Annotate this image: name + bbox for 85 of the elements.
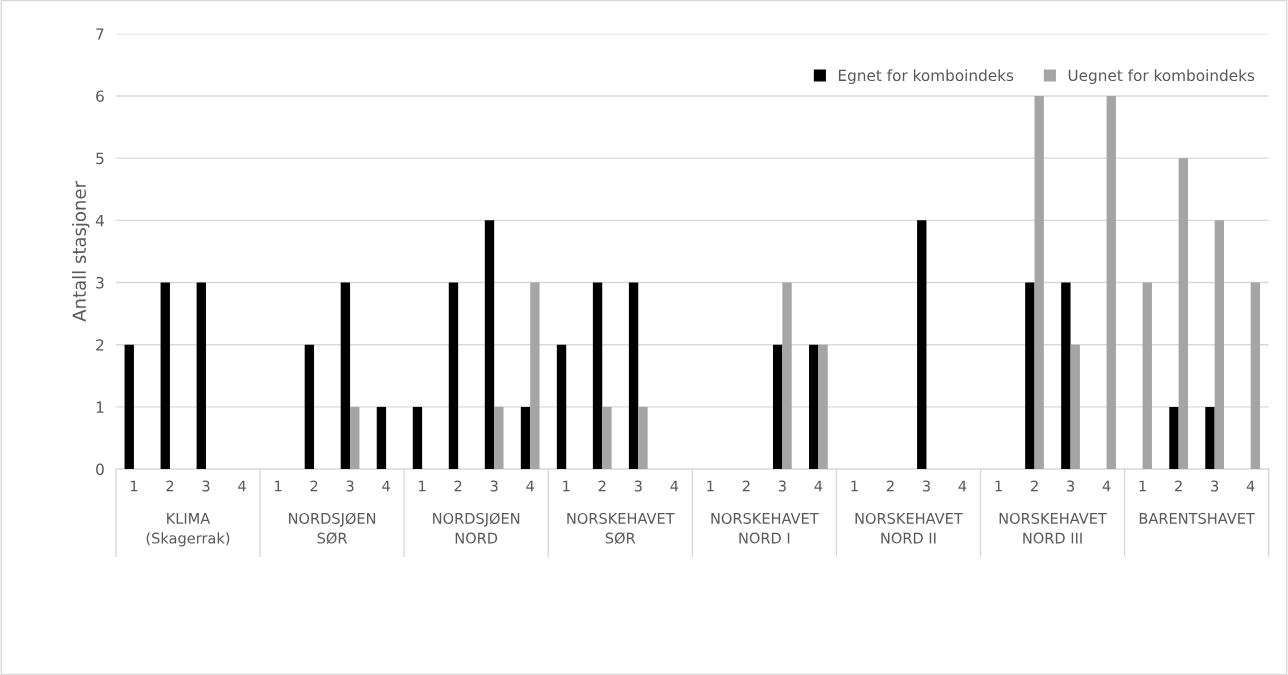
x-tick-label: 4 (814, 480, 823, 492)
bar (772, 344, 783, 470)
x-tick-label: 2 (1175, 480, 1182, 492)
bar (556, 344, 567, 470)
x-tick-label: 2 (310, 480, 318, 492)
x-tick-label: 1 (130, 480, 138, 492)
x-tick-label: 2 (1030, 480, 1038, 492)
bar (1106, 95, 1116, 470)
x-tick-label: 4 (670, 480, 679, 492)
x-tick-label: 3 (202, 480, 210, 492)
text: NORSKEHAVET NORD I (711, 512, 819, 544)
x-tick-label: 3 (922, 480, 930, 492)
bar (592, 282, 603, 470)
legend-label: Uegnet for komboindeks (1068, 69, 1255, 85)
y-tick-label: 1 (96, 401, 104, 413)
y-tick-label: 2 (96, 339, 104, 351)
bar (1034, 95, 1044, 470)
x-tick-label: 3 (346, 480, 354, 492)
bar (917, 220, 927, 470)
x-tick-label: 3 (1067, 480, 1075, 492)
x-tick-label: 1 (707, 480, 714, 492)
bar (638, 406, 648, 470)
x-tick-label: 3 (778, 480, 786, 492)
x-tick-label: 3 (634, 480, 642, 492)
text: KLIMA (Skagerrak) (146, 513, 230, 547)
y-tick-label: 7 (96, 28, 104, 40)
bar (1178, 158, 1188, 470)
x-tick-label: 1 (419, 480, 426, 492)
bar (1250, 282, 1261, 470)
y-tick-label: 4 (95, 215, 104, 227)
x-tick-label: 4 (1246, 480, 1255, 492)
bar (628, 282, 639, 470)
x-tick-label: 3 (1211, 480, 1219, 492)
y-tick-label: 3 (96, 277, 104, 289)
text: NORDSJØEN SØR (289, 512, 376, 544)
x-tick-label: 1 (851, 480, 858, 492)
bar (602, 406, 612, 470)
bar (1214, 220, 1225, 470)
bar (412, 406, 423, 470)
bar (1025, 282, 1035, 470)
x-tick-label: 4 (238, 480, 246, 492)
bar (304, 344, 315, 470)
x-tick-label: 2 (598, 480, 606, 492)
x-tick-label: 2 (454, 480, 462, 492)
bar (1205, 406, 1215, 470)
bar (818, 344, 828, 470)
bar (809, 344, 819, 470)
x-tick-label: 4 (526, 480, 535, 492)
bar (782, 282, 792, 470)
y-tick-label: 5 (96, 152, 104, 165)
bar (484, 220, 495, 470)
x-tick-label: 4 (958, 480, 967, 492)
x-tick-label: 2 (166, 480, 174, 492)
x-tick-label: 4 (382, 480, 390, 492)
bar (160, 282, 170, 470)
x-tick-label: 4 (1102, 480, 1111, 492)
x-tick-label: 2 (742, 480, 750, 492)
text: BARENTSHAVET (1139, 512, 1255, 524)
text: NORSKEHAVET SØR (567, 512, 675, 544)
text: NORSKEHAVET NORD II (855, 512, 963, 544)
bar (1061, 282, 1071, 470)
bar (1142, 282, 1152, 470)
text: NORSKEHAVET NORD III (999, 512, 1107, 544)
x-tick-label: 1 (995, 480, 1002, 492)
x-tick-label: 3 (490, 480, 498, 492)
bar (124, 344, 134, 470)
bar (340, 282, 351, 470)
text: NORDSJØEN NORD (433, 512, 520, 544)
bar (376, 406, 387, 470)
bar (196, 282, 206, 470)
bar (494, 406, 504, 470)
bar (448, 282, 459, 470)
bar (520, 406, 531, 470)
legend-label: Egnet for komboindeks (838, 69, 1014, 85)
y-tick-label: 6 (96, 90, 104, 102)
x-tick-label: 1 (274, 480, 282, 492)
x-tick-label: 2 (886, 480, 894, 492)
y-tick-label: 0 (96, 463, 104, 476)
bar (1070, 344, 1080, 470)
bar (350, 406, 360, 470)
x-tick-label: 1 (1139, 480, 1146, 492)
bar (530, 282, 540, 470)
x-tick-label: 1 (563, 480, 570, 492)
bar (1169, 406, 1179, 470)
y-axis-title: Antall stasjoner (72, 181, 90, 322)
